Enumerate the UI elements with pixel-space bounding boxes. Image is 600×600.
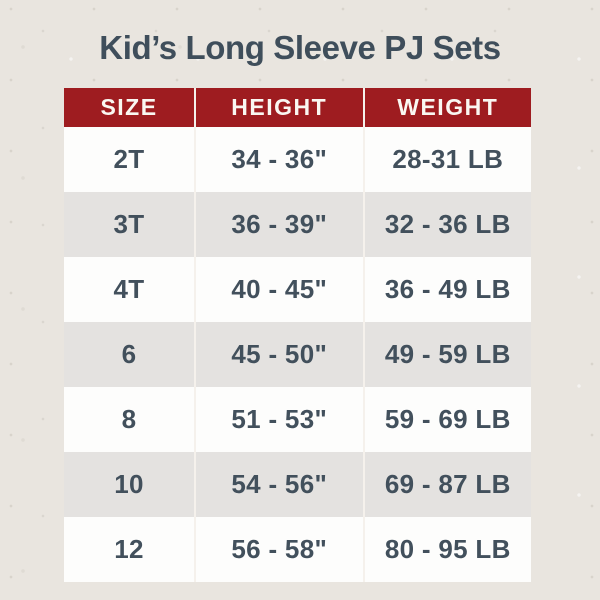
cell-height: 34 - 36" (194, 127, 363, 192)
table-row: 10 54 - 56" 69 - 87 LB (64, 452, 531, 517)
table-row: 8 51 - 53" 59 - 69 LB (64, 387, 531, 452)
header-cell-size: SIZE (100, 94, 158, 120)
cell-size: 12 (114, 534, 144, 564)
cell-weight: 28-31 LB (362, 127, 532, 192)
cell-weight: 59 - 69 LB (362, 387, 532, 452)
cell-height: 40 - 45" (194, 257, 363, 322)
size-chart-table: SIZE HEIGHT WEIGHT 2T 34 - 36" 28-31 LB … (64, 88, 531, 582)
table-row: 4T 40 - 45" 36 - 49 LB (64, 257, 531, 322)
table-header-row: SIZE HEIGHT WEIGHT (64, 88, 531, 127)
cell-height: 56 - 58" (194, 517, 363, 582)
cell-height: 36 - 39" (194, 192, 363, 257)
cell-size: 3T (113, 209, 145, 239)
table-body: 2T 34 - 36" 28-31 LB 3T 36 - 39" 32 - 36… (64, 127, 531, 582)
cell-height: 54 - 56" (194, 452, 363, 517)
cell-size: 10 (114, 469, 144, 499)
cell-weight: 69 - 87 LB (362, 452, 532, 517)
cell-height: 51 - 53" (194, 387, 363, 452)
table-row: 12 56 - 58" 80 - 95 LB (64, 517, 531, 582)
header-cell-height: HEIGHT (194, 88, 363, 127)
header-cell-weight: WEIGHT (362, 88, 532, 127)
cell-size: 6 (121, 339, 137, 369)
table-row: 2T 34 - 36" 28-31 LB (64, 127, 531, 192)
cell-weight: 49 - 59 LB (362, 322, 532, 387)
cell-weight: 32 - 36 LB (362, 192, 532, 257)
cell-height: 45 - 50" (194, 322, 363, 387)
cell-weight: 80 - 95 LB (362, 517, 532, 582)
cell-size: 4T (113, 274, 145, 304)
table-row: 6 45 - 50" 49 - 59 LB (64, 322, 531, 387)
cell-size: 8 (121, 404, 137, 434)
cell-size: 2T (113, 144, 145, 174)
cell-weight: 36 - 49 LB (362, 257, 532, 322)
table-row: 3T 36 - 39" 32 - 36 LB (64, 192, 531, 257)
page-title: Kid’s Long Sleeve PJ Sets (99, 29, 501, 66)
